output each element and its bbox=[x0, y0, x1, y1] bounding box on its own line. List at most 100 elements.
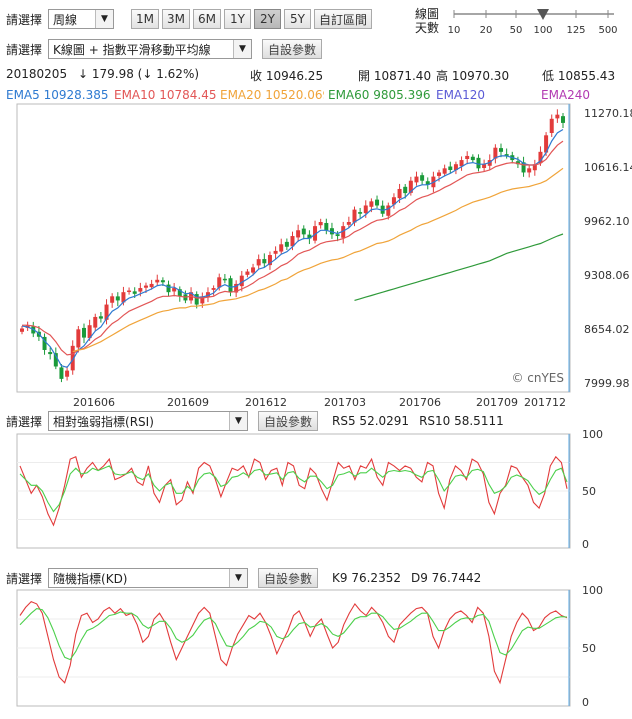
quote-high: 高 10970.30 bbox=[436, 69, 510, 83]
kd-chart[interactable]: 100 50 0 bbox=[0, 586, 632, 716]
period-1m-button[interactable]: 1M bbox=[131, 9, 160, 29]
candle bbox=[65, 370, 70, 377]
x-tick-label: 201612 bbox=[245, 396, 287, 409]
candle bbox=[267, 255, 272, 266]
candle bbox=[93, 316, 98, 328]
period-2y-button[interactable]: 2Y bbox=[254, 9, 282, 29]
period-6m-button[interactable]: 6M bbox=[193, 9, 222, 29]
x-tick-label: 201703 bbox=[324, 396, 366, 409]
candle bbox=[20, 328, 24, 332]
candle bbox=[493, 147, 498, 159]
period-5y-button[interactable]: 5Y bbox=[284, 9, 312, 29]
candle bbox=[98, 316, 103, 319]
candle bbox=[453, 164, 458, 171]
rs10-value: RS10 58.5111 bbox=[419, 414, 504, 428]
candle bbox=[256, 259, 261, 266]
select-label: 請選擇 bbox=[6, 571, 43, 586]
period-3m-button[interactable]: 3M bbox=[162, 9, 191, 29]
candle bbox=[48, 352, 53, 355]
rsi-line-rs10 bbox=[19, 465, 568, 513]
candle bbox=[262, 259, 267, 264]
candle bbox=[284, 241, 289, 247]
select-label: 請選擇 bbox=[6, 414, 43, 429]
y-tick-label: 50 bbox=[582, 642, 596, 655]
period-select[interactable]: 周線 ▼ bbox=[48, 9, 115, 29]
indicator-row: 請選擇 K線圖 + 指數平滑移動平均線 ▼ 自設參數 bbox=[6, 38, 323, 60]
chevron-down-icon: ▼ bbox=[95, 10, 114, 28]
rsi-indicator-select[interactable]: 相對強弱指標(RSI) ▼ bbox=[48, 411, 249, 431]
candle bbox=[482, 164, 487, 169]
candle bbox=[369, 201, 374, 207]
chevron-down-icon: ▼ bbox=[233, 40, 252, 58]
candle bbox=[318, 221, 323, 226]
rsi-chart[interactable]: 100 50 0 bbox=[0, 430, 632, 554]
candlestick-chart[interactable]: 11270.18 10616.14 9962.10 9308.06 8654.02 799… bbox=[0, 100, 632, 412]
candle bbox=[290, 236, 295, 247]
k9-value: K9 76.2352 bbox=[332, 571, 401, 585]
select-label: 請選擇 bbox=[6, 12, 43, 27]
rsi-indicator-value: 相對強弱指標(RSI) bbox=[53, 414, 154, 429]
custom-range-button[interactable]: 自訂區間 bbox=[314, 9, 373, 29]
candle bbox=[138, 288, 143, 292]
candle bbox=[532, 164, 537, 171]
candle bbox=[499, 148, 504, 152]
candle bbox=[121, 292, 126, 303]
candle bbox=[279, 244, 284, 252]
kd-settings-button[interactable]: 自設參數 bbox=[258, 568, 319, 588]
y-tick-label: 11270.18 bbox=[584, 107, 632, 120]
y-tick-label: 0 bbox=[582, 538, 589, 551]
candle bbox=[470, 156, 475, 161]
quote-low: 低 10855.43 bbox=[542, 69, 616, 83]
kd-row: 請選擇 隨機指標(KD) ▼ 自設參數 K9 76.2352 D9 76.744… bbox=[6, 567, 481, 589]
candle bbox=[160, 280, 165, 283]
y-tick-label: 10616.14 bbox=[584, 161, 632, 174]
candle bbox=[273, 250, 278, 254]
slider-tick-label: 100 bbox=[533, 25, 552, 36]
ema5-legend: EMA5 10928.3855 bbox=[6, 88, 108, 102]
candle bbox=[245, 271, 250, 275]
kd-line-d9 bbox=[19, 608, 568, 661]
slider-tick-label: 50 bbox=[510, 25, 523, 36]
kd-indicator-select[interactable]: 隨機指標(KD) ▼ bbox=[48, 568, 249, 588]
line-days-slider[interactable]: 10 20 50 100 125 500 bbox=[448, 6, 628, 36]
candle bbox=[53, 353, 58, 367]
watermark: © cnYES bbox=[511, 371, 564, 385]
candle bbox=[217, 277, 222, 288]
period-1y-button[interactable]: 1Y bbox=[224, 9, 252, 29]
ema10-legend: EMA10 10784.4586 bbox=[114, 88, 216, 102]
y-tick-label: 0 bbox=[582, 696, 589, 709]
settings-button[interactable]: 自設參數 bbox=[262, 39, 323, 59]
candle bbox=[437, 172, 442, 176]
candle bbox=[397, 188, 402, 199]
candle bbox=[549, 118, 554, 133]
rsi-settings-button[interactable]: 自設參數 bbox=[258, 411, 319, 431]
ema120-legend: EMA120 bbox=[436, 88, 486, 102]
candle bbox=[335, 234, 340, 237]
candle bbox=[425, 181, 430, 185]
candle bbox=[346, 221, 351, 225]
candle bbox=[76, 329, 81, 348]
ema-line-ema10 bbox=[22, 140, 564, 356]
y-tick-label: 100 bbox=[582, 430, 603, 441]
y-tick-label: 50 bbox=[582, 485, 596, 498]
quote-open: 開 10871.40 bbox=[358, 69, 432, 83]
slider-tick-label: 10 bbox=[448, 25, 460, 36]
candle bbox=[127, 290, 132, 293]
candle bbox=[515, 161, 520, 165]
candle bbox=[172, 288, 177, 292]
x-tick-label: 201609 bbox=[167, 396, 209, 409]
ema-line-ema5 bbox=[21, 128, 564, 368]
candle bbox=[132, 291, 137, 294]
candle bbox=[538, 151, 543, 164]
candle bbox=[465, 155, 470, 160]
toolbar: 請選擇 周線 ▼ 1M 3M 6M 1Y 2Y 5Y 自訂區間 bbox=[6, 8, 373, 30]
candle bbox=[521, 162, 526, 173]
candle bbox=[296, 230, 301, 238]
rsi-row: 請選擇 相對強弱指標(RSI) ▼ 自設參數 RS5 52.0291 RS10 … bbox=[6, 410, 504, 432]
slider-handle bbox=[537, 9, 549, 20]
candle bbox=[251, 267, 256, 273]
candle bbox=[391, 197, 396, 205]
candle bbox=[81, 327, 86, 338]
candle bbox=[205, 292, 210, 298]
indicator-select[interactable]: K線圖 + 指數平滑移動平均線 ▼ bbox=[48, 39, 253, 59]
